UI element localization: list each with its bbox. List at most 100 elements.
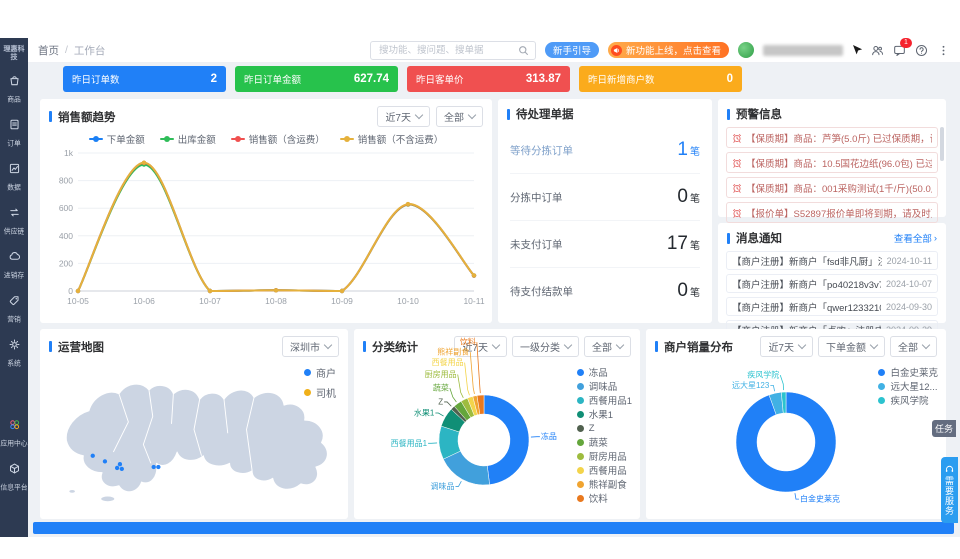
sidebar-item-供应链[interactable]: 供应链 [0, 199, 28, 243]
map-point[interactable] [114, 465, 120, 471]
pending-row-等待分拣订单[interactable]: 等待分拣订单 1 笔 [510, 127, 700, 174]
donut-slice-饮料[interactable] [476, 394, 485, 415]
alert-item[interactable]: 【保质期】商品：10.5国花边纸(96.0包) 已过保质期，请及时处理 (批..… [726, 152, 938, 173]
filter-value: 全部 [592, 343, 612, 354]
pending-row-待支付结款单[interactable]: 待支付结款单 0 笔 [510, 268, 700, 314]
message-item[interactable]: 【商户注册】新商户「fsd非凡厨」注册成功，请及时查看。 2024-10-11 [726, 251, 938, 270]
legend-item-水果1[interactable]: 水果1 [576, 409, 632, 421]
legend-item-蔬菜[interactable]: 蔬菜 [576, 437, 632, 449]
merchant-filter-2[interactable]: 全部 [890, 336, 937, 357]
contacts-icon[interactable] [871, 44, 884, 57]
legend-item-调味品[interactable]: 调味品 [576, 381, 632, 393]
donut-slice-疾风学院[interactable] [781, 391, 787, 414]
legend-item-销售额（含运费）[interactable]: 销售额（含运费） [230, 132, 325, 146]
legend-item-白金史莱克[interactable]: 白金史莱克 [878, 367, 938, 379]
island [101, 496, 115, 502]
stat-cards-row: 昨日订单数 2 昨日订单金额 627.74 昨日客单价 313.87 昨日新增商户数 0 [63, 66, 742, 92]
map-point[interactable] [119, 466, 124, 472]
callout-line [457, 374, 464, 398]
trend-filter-0[interactable]: 近7天 [377, 106, 430, 127]
legend-item-远大星123[interactable]: 远大星12... [878, 381, 938, 393]
x-axis-tick-label: 10-09 [331, 296, 353, 306]
category-filter-0[interactable]: 近7天 [454, 336, 507, 357]
promo-button[interactable]: 新功能上线，点击查看 [607, 42, 729, 58]
view-all-link[interactable]: 查看全部 › [893, 232, 937, 246]
map-point[interactable] [117, 462, 123, 467]
alert-item[interactable]: 【保质期】商品：芦笋(5.0斤) 已过保质期，请及时处理! (批次号：T10..… [726, 127, 938, 148]
category-legend: 冻品调味品西餐用品1 水果1 Z 蔬菜厨房用品西餐用品熊祥副食饮料 [576, 367, 632, 505]
more-menu-icon[interactable] [937, 44, 950, 57]
donut-slice-白金史莱克[interactable] [735, 391, 837, 493]
category-filter-2[interactable]: 全部 [584, 336, 631, 357]
pending-row-分拣中订单[interactable]: 分拣中订单 0 笔 [510, 174, 700, 221]
data-point [273, 288, 279, 293]
map-point[interactable] [151, 464, 156, 470]
sidebar-item-信息平台[interactable]: 信息平台 [0, 455, 28, 499]
merchant-legend: 白金史莱克远大星12... 疾风学院 [878, 367, 938, 407]
donut-slice-冻品[interactable] [483, 394, 530, 485]
legend-item-下单金额[interactable]: 下单金额 [88, 132, 145, 146]
map-point[interactable] [156, 464, 161, 470]
message-item[interactable]: 【商户注册】新商户「qwer12332100」注册成功，请及时查... 2024-… [726, 297, 938, 316]
sidebar-item-进销存[interactable]: 进销存 [0, 243, 28, 287]
merchant-filter-1[interactable]: 下单金额 [818, 336, 885, 357]
sidebar-item-系统[interactable]: 系统 [0, 331, 28, 375]
callout-label-水果1: 水果1 [414, 408, 435, 418]
stat-card-label: 昨日订单数 [72, 75, 120, 86]
legend-item-熊祥副食[interactable]: 熊祥副食 [576, 479, 632, 491]
avatar[interactable] [738, 42, 754, 58]
sidebar-item-营销[interactable]: 营销 [0, 287, 28, 331]
message-item[interactable]: 【商户注册】新商户「po40218v3v70pr238kh」注册成功，请... 2… [726, 274, 938, 293]
map-legend-司机[interactable]: 司机 [304, 385, 336, 400]
title-accent-bar [507, 108, 510, 120]
alert-item[interactable]: 【保质期】商品：001采购测试(1千/斤)(50.0斤) 已过保质期，请及时处.… [726, 177, 938, 198]
map-legend-商户[interactable]: 商户 [304, 365, 336, 380]
message-icon[interactable]: 1 [893, 37, 912, 57]
help-icon[interactable] [915, 44, 928, 57]
trend-filter-1[interactable]: 全部 [436, 106, 483, 127]
region-filter[interactable]: 深圳市 [282, 336, 339, 357]
legend-dot [576, 452, 584, 460]
legend-item-西餐用品[interactable]: 西餐用品 [576, 465, 632, 477]
chevron-down-icon [797, 340, 807, 350]
callout-label-饮料: 饮料 [460, 337, 476, 347]
search-icon[interactable] [518, 45, 529, 56]
legend-item-疾风学院[interactable]: 疾风学院 [878, 395, 938, 407]
stat-card-0[interactable]: 昨日订单数 2 [63, 66, 226, 92]
service-button[interactable]: 需要服务 [941, 457, 958, 523]
legend-item-出库金额[interactable]: 出库金额 [159, 132, 216, 146]
breadcrumb-home[interactable]: 首页 [38, 44, 59, 57]
category-filter-1[interactable]: 一级分类 [512, 336, 579, 357]
merchant-filter-0[interactable]: 近7天 [760, 336, 813, 357]
legend-item-销售额（不含运费）[interactable]: 销售额（不含运费） [339, 132, 443, 146]
guide-button[interactable]: 新手引导 [544, 42, 599, 58]
sidebar-menu: 商品 订单 数据 供应链 进销存 营销 系统 [0, 67, 28, 375]
map-point[interactable] [90, 453, 95, 458]
filter-value: 近7天 [768, 343, 794, 354]
stat-card-2[interactable]: 昨日客单价 313.87 [407, 66, 570, 92]
pending-row-未支付订单[interactable]: 未支付订单 17 笔 [510, 221, 700, 268]
pending-label: 等待分拣订单 [510, 144, 573, 157]
sidebar-item-应用中心[interactable]: 应用中心 [0, 411, 28, 455]
map-point[interactable] [102, 459, 108, 464]
legend-item-Z[interactable]: Z [576, 423, 632, 434]
search-input[interactable] [376, 43, 514, 57]
stat-card-3[interactable]: 昨日新增商户数 0 [579, 66, 742, 92]
merchant-distribution-panel: 商户销量分布 近7天 下单金额 全部 白金史莱克 远大星123 疾风学院 白金史莱克 远大… [646, 329, 946, 519]
sidebar-item-数据[interactable]: 数据 [0, 155, 28, 199]
title-accent-bar [727, 108, 730, 120]
legend-item-厨房用品[interactable]: 厨房用品 [576, 451, 632, 463]
pending-list: 等待分拣订单 1 笔分拣中订单 0 笔未支付订单 17 笔待支付结款单 0 笔 [498, 127, 712, 314]
stat-card-value: 0 [726, 73, 733, 85]
legend-label: 西餐用品 [588, 466, 627, 477]
sidebar-item-订单[interactable]: 订单 [0, 111, 28, 155]
sidebar-item-商品[interactable]: 商品 [0, 67, 28, 111]
stat-card-1[interactable]: 昨日订单金额 627.74 [235, 66, 398, 92]
scrollbar-thumb[interactable] [940, 127, 944, 161]
app-logo[interactable]: 理惠科技 [3, 46, 25, 62]
legend-item-冻品[interactable]: 冻品 [576, 367, 632, 379]
task-tab[interactable]: 任务 [932, 420, 956, 437]
alert-item[interactable]: 【报价单】S52897报价单即将到期，请及时更新报价! [726, 202, 938, 223]
legend-item-西餐用品1[interactable]: 西餐用品1 [576, 395, 632, 407]
legend-item-饮料[interactable]: 饮料 [576, 493, 632, 505]
